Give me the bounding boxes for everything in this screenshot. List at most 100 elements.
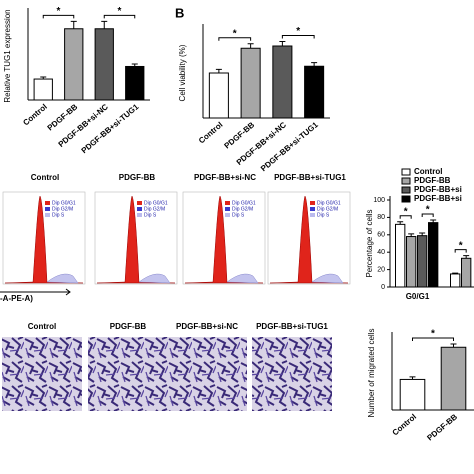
error-bar bbox=[430, 219, 437, 223]
flow-title: PDGF-BB+si-NC bbox=[194, 173, 256, 182]
legend-swatch bbox=[401, 168, 411, 176]
flow-s-phase bbox=[226, 273, 259, 284]
significance-label: * bbox=[57, 6, 61, 17]
bar bbox=[428, 222, 439, 288]
flow-legend-label: Dip S bbox=[317, 212, 330, 218]
significance-bracket bbox=[399, 215, 412, 219]
error-bar bbox=[101, 20, 108, 29]
x-tick-label: PDGF-BB bbox=[425, 412, 459, 442]
legend-label: PDGF-BB+si bbox=[414, 194, 462, 203]
flow-legend-label: Dip S bbox=[52, 212, 65, 218]
legend-label: PDGF-BB+si bbox=[414, 185, 462, 194]
flow-legend-swatch bbox=[137, 201, 142, 205]
error-bar bbox=[397, 221, 404, 225]
flow-x-label: -A-PE-A) bbox=[0, 294, 33, 303]
bar bbox=[461, 257, 472, 288]
flow-legend-label: Dip G0/G1 bbox=[232, 200, 256, 206]
significance-bracket bbox=[412, 337, 454, 342]
error-bar bbox=[409, 376, 416, 380]
significance-label: * bbox=[233, 28, 237, 39]
arrow bbox=[0, 288, 71, 296]
flow-legend-label: Dip G2/M bbox=[232, 206, 253, 212]
micrograph bbox=[167, 337, 247, 411]
significance-label: * bbox=[118, 6, 122, 17]
y-tick-label: 100 bbox=[373, 197, 385, 204]
flow-legend-label: Dip G0/G1 bbox=[144, 200, 168, 206]
y-tick-label: 20 bbox=[377, 266, 385, 273]
significance-bracket bbox=[281, 35, 315, 39]
flow-legend-label: Dip G2/M bbox=[52, 206, 73, 212]
significance-bracket bbox=[421, 213, 434, 218]
error-bar bbox=[311, 62, 318, 67]
significance-label: * bbox=[404, 206, 408, 217]
y-tick-label: 80 bbox=[377, 214, 385, 221]
flow-legend-swatch bbox=[225, 207, 230, 211]
x-tick-label: Control bbox=[197, 120, 225, 145]
bar bbox=[450, 273, 461, 288]
significance-label: * bbox=[459, 240, 463, 251]
significance-bracket bbox=[103, 14, 136, 19]
flow-legend-label: Dip G2/M bbox=[317, 206, 338, 212]
bar bbox=[417, 235, 428, 288]
legend-label: Control bbox=[414, 167, 442, 176]
y-axis-label: Number of migrated cells bbox=[367, 329, 376, 418]
flow-legend-label: Dip S bbox=[232, 212, 245, 218]
flow-legend-swatch bbox=[310, 201, 315, 205]
flow-legend-label: Dip G2/M bbox=[144, 206, 165, 212]
x-tick-label: PDGF-BB+si-TUG1 bbox=[80, 102, 141, 155]
panel-label: B bbox=[175, 5, 184, 20]
error-bar bbox=[408, 233, 415, 237]
micrograph bbox=[88, 337, 168, 411]
flow-peak bbox=[4, 195, 84, 284]
flow-legend-swatch bbox=[137, 207, 142, 211]
x-tick-label: Control bbox=[391, 412, 419, 437]
bar bbox=[125, 65, 145, 101]
flow-legend-swatch bbox=[225, 201, 230, 205]
image-title: PDGF-BB bbox=[110, 322, 147, 331]
flow-legend-swatch bbox=[45, 207, 50, 211]
significance-label: * bbox=[431, 329, 435, 340]
legend-swatch bbox=[401, 177, 411, 185]
image-title: Control bbox=[28, 322, 56, 331]
flow-legend-swatch bbox=[225, 213, 230, 217]
flow-peak bbox=[96, 195, 176, 284]
legend-label: PDGF-BB bbox=[414, 176, 451, 185]
error-bar bbox=[463, 255, 470, 259]
error-bar bbox=[452, 272, 459, 274]
bar bbox=[208, 72, 229, 119]
bar bbox=[94, 28, 114, 101]
flow-legend-label: Dip S bbox=[144, 212, 157, 218]
significance-label: * bbox=[426, 205, 430, 216]
legend-swatch bbox=[401, 186, 411, 194]
flow-legend-swatch bbox=[45, 213, 50, 217]
flow-s-phase bbox=[46, 273, 79, 284]
significance-bracket bbox=[42, 14, 75, 19]
error-bar bbox=[247, 43, 254, 49]
error-bar bbox=[215, 68, 222, 73]
significance-bracket bbox=[454, 249, 467, 253]
y-tick-label: 40 bbox=[377, 249, 385, 256]
flow-s-phase bbox=[138, 273, 171, 284]
error-bar bbox=[131, 63, 138, 67]
y-tick-label: 0 bbox=[381, 284, 385, 291]
bar bbox=[440, 346, 467, 411]
flow-legend-label: Dip G0/G1 bbox=[52, 200, 76, 206]
micrograph bbox=[252, 337, 332, 411]
x-tick-label: G0/G1 bbox=[406, 292, 430, 301]
flow-legend-label: Dip G0/G1 bbox=[317, 200, 341, 206]
bar bbox=[304, 65, 325, 119]
flow-legend-swatch bbox=[137, 213, 142, 217]
flow-title: PDGF-BB+si-TUG1 bbox=[274, 173, 346, 182]
error-bar bbox=[40, 76, 47, 80]
y-axis-label: Relative TUG1 expression bbox=[3, 9, 12, 102]
error-bar bbox=[70, 20, 77, 29]
significance-label: * bbox=[296, 26, 300, 37]
legend-swatch bbox=[401, 195, 411, 203]
x-tick-label: PDGF-BB+si-TUG1 bbox=[259, 120, 320, 173]
flow-s-phase bbox=[311, 273, 344, 284]
significance-bracket bbox=[218, 37, 252, 41]
flow-peak bbox=[184, 195, 264, 284]
flow-title: PDGF-BB bbox=[119, 173, 156, 182]
x-tick-label: Control bbox=[21, 102, 49, 127]
